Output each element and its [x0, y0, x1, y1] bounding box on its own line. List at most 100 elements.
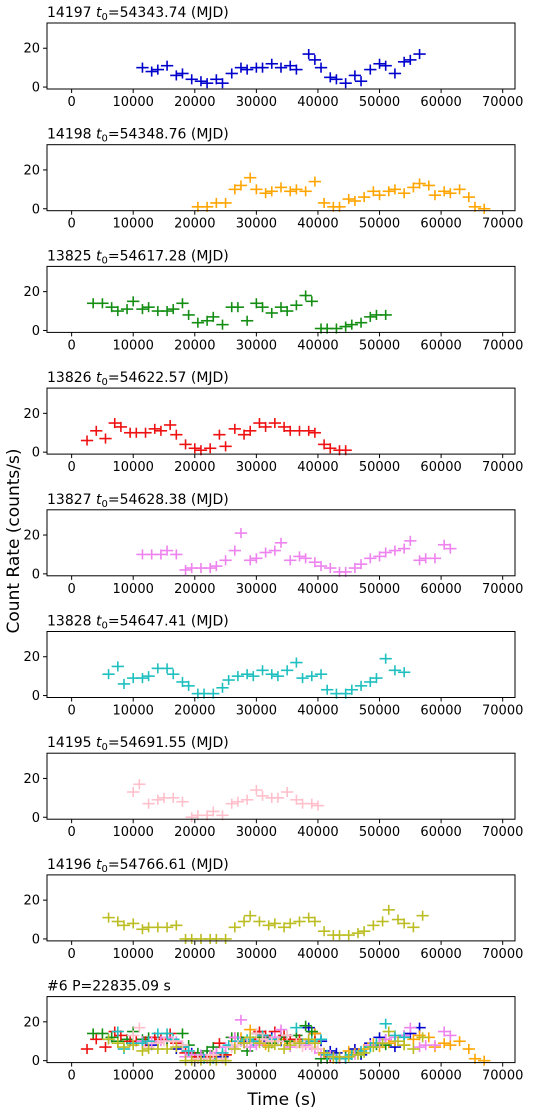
data-point: [170, 70, 183, 81]
data-point: [293, 551, 306, 562]
data-point: [111, 661, 124, 672]
data-point: [333, 201, 346, 212]
data-point: [302, 425, 315, 436]
data-point: [151, 794, 164, 805]
x-tick-label: 30000: [236, 460, 277, 475]
data-point: [142, 671, 155, 682]
data-point: [357, 926, 371, 937]
data-point: [354, 559, 368, 570]
panel-title-t: t: [96, 127, 102, 143]
data-point: [311, 800, 325, 811]
x-tick-label: 20000: [174, 1069, 215, 1084]
data-point: [364, 553, 377, 564]
data-point: [268, 1040, 281, 1051]
x-tick-label: 0: [67, 704, 75, 719]
data-point: [256, 665, 269, 676]
panel-title-main: 13826: [47, 370, 96, 386]
data-point: [268, 545, 281, 556]
data-point: [302, 49, 315, 60]
data-point: [382, 904, 395, 915]
panel-14196: 14196 t0=54766.61 (MJD)0 10000 20000 30000 4…: [23, 857, 523, 962]
data-point: [444, 543, 457, 554]
data-point: [413, 178, 426, 189]
data-point: [373, 58, 386, 69]
data-point: [259, 421, 272, 432]
data-point: [200, 78, 214, 89]
data-point: [253, 916, 266, 927]
data-point: [179, 439, 192, 450]
data-point: [120, 304, 134, 315]
data-point: [99, 433, 112, 444]
data-point: [376, 916, 389, 927]
panel-14198: 14198 t0=54348.76 (MJD)0 10000 20000 30000 4…: [23, 127, 523, 232]
data-point: [244, 172, 257, 183]
data-point: [262, 920, 275, 931]
data-point: [428, 190, 442, 201]
data-point: [274, 537, 288, 548]
data-point: [299, 553, 312, 564]
data-point: [398, 667, 411, 678]
data-point: [317, 926, 331, 937]
data-point: [80, 1043, 94, 1055]
panel-14197: 14197 t0=54343.74 (MJD)0 10000 20000 30000 4…: [23, 5, 523, 110]
x-tick-label: 70000: [482, 704, 523, 719]
data-point: [321, 684, 334, 695]
panel-title-sub: 0: [102, 377, 108, 388]
x-tick-label: 20000: [174, 704, 215, 719]
x-tick-label: 30000: [236, 582, 277, 597]
data-point: [167, 304, 180, 315]
panel-title: 14195 t0=54691.55 (MJD): [47, 735, 229, 753]
panel-title-main: #6 P=22835.09 s: [47, 979, 171, 995]
data-point: [127, 296, 140, 307]
data-point: [167, 792, 180, 803]
panel-title: 13826 t0=54622.57 (MJD): [47, 370, 229, 388]
data-point: [314, 669, 328, 680]
data-point: [321, 1049, 334, 1060]
data-point: [231, 796, 245, 807]
x-tick-label: 0: [67, 825, 75, 840]
x-tick-label: 10000: [113, 947, 154, 962]
data-point: [222, 674, 235, 686]
data-point: [219, 933, 232, 945]
data-point: [274, 1024, 288, 1035]
data-point: [351, 1049, 365, 1060]
data-point: [194, 76, 208, 87]
data-point: [416, 1032, 429, 1043]
data-point: [404, 54, 417, 65]
data-point: [102, 669, 115, 680]
data-point: [305, 1026, 318, 1037]
data-point: [305, 296, 318, 307]
data-point: [388, 665, 402, 676]
data-point: [357, 1047, 371, 1058]
panel-title-t: t: [96, 5, 102, 21]
panel-title-main: 13828: [47, 614, 96, 630]
data-point: [133, 1022, 146, 1033]
data-point: [478, 203, 491, 214]
data-point: [204, 562, 217, 574]
y-axis-title: Count Rate (counts/s): [4, 449, 24, 634]
x-tick-label: 50000: [359, 582, 400, 597]
x-tick-label: 60000: [420, 825, 461, 840]
data-point: [207, 1049, 220, 1060]
data-point: [111, 306, 124, 317]
data-point: [308, 176, 322, 187]
data-point: [379, 653, 392, 664]
data-point: [185, 74, 198, 85]
data-point: [379, 309, 392, 320]
data-point: [244, 425, 257, 436]
panel-frame: [46, 752, 516, 820]
data-point: [299, 1020, 312, 1031]
data-point: [160, 306, 174, 317]
x-tick-label: 50000: [359, 704, 400, 719]
x-tick-label: 40000: [297, 95, 338, 110]
data-point: [453, 184, 466, 195]
panel-frame: [46, 144, 516, 212]
x-tick-label: 50000: [359, 95, 400, 110]
data-point: [274, 62, 288, 73]
data-point: [265, 669, 278, 680]
data-point: [160, 922, 174, 933]
data-point: [281, 1030, 294, 1041]
data-point: [176, 796, 189, 807]
data-point: [373, 190, 386, 201]
x-tick-label: 20000: [174, 95, 215, 110]
